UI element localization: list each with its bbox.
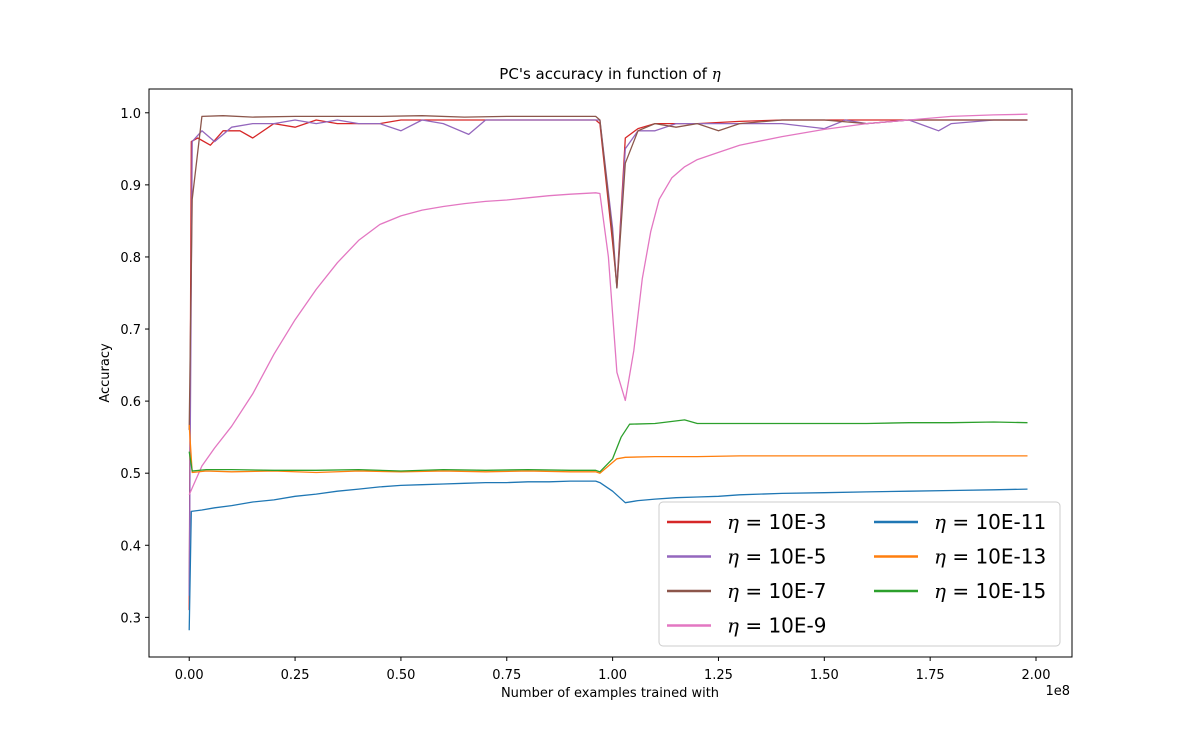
y-tick-label: 0.9 <box>120 179 141 194</box>
legend-label-10E-15: η = 10E-15 <box>934 579 1046 603</box>
x-tick-label: 0.25 <box>281 668 310 683</box>
x-tick-label: 0.00 <box>175 668 204 683</box>
series-line-10E-11 <box>188 480 1028 631</box>
y-tick-label: 0.6 <box>120 395 141 410</box>
y-axis-ticks: 0.3 0.4 0.5 0.6 0.7 0.8 0.9 1.0 <box>120 107 149 626</box>
x-tick-label: 2.00 <box>1022 668 1051 683</box>
y-tick-label: 0.5 <box>120 467 141 482</box>
y-tick-label: 0.8 <box>120 251 141 266</box>
y-tick-label: 0.4 <box>120 539 141 554</box>
legend-label-10E-9: η = 10E-9 <box>727 614 826 638</box>
x-tick-label: 1.00 <box>598 668 627 683</box>
legend: η = 10E-3 η = 10E-5 η = 10E-7 η = 10E-9 η = … <box>658 501 1061 647</box>
legend-frame <box>658 501 1061 647</box>
y-axis-label: Accuracy <box>98 343 113 403</box>
series-line-10E-9 <box>188 113 1028 496</box>
x-tick-label: 0.50 <box>386 668 415 683</box>
x-tick-label: 1.25 <box>704 668 733 683</box>
x-axis-ticks: 0.00 0.25 0.50 0.75 1.00 1.25 1.50 1.75 2.00 <box>175 657 1051 683</box>
series-line-10E-15 <box>188 419 1028 473</box>
series-layer <box>188 113 1028 631</box>
legend-label-10E-5: η = 10E-5 <box>727 545 826 569</box>
series-line-10E-13 <box>188 424 1028 474</box>
x-axis-label: Number of examples trained with <box>501 686 719 701</box>
y-tick-label: 1.0 <box>120 107 141 122</box>
series-line-10E-7 <box>188 115 1028 430</box>
chart-title: PC's accuracy in function of η <box>499 65 720 83</box>
plot-area-frame <box>148 88 1073 658</box>
x-axis-offset-label: 1e8 <box>1045 684 1070 699</box>
legend-label-10E-13: η = 10E-13 <box>934 545 1046 569</box>
legend-label-10E-3: η = 10E-3 <box>727 510 826 534</box>
legend-label-10E-11: η = 10E-11 <box>934 510 1046 534</box>
y-tick-label: 0.7 <box>120 323 141 338</box>
y-tick-label: 0.3 <box>120 611 141 626</box>
legend-label-10E-7: η = 10E-7 <box>727 579 826 603</box>
x-tick-label: 1.75 <box>916 668 945 683</box>
x-tick-label: 1.50 <box>810 668 839 683</box>
x-tick-label: 0.75 <box>492 668 521 683</box>
